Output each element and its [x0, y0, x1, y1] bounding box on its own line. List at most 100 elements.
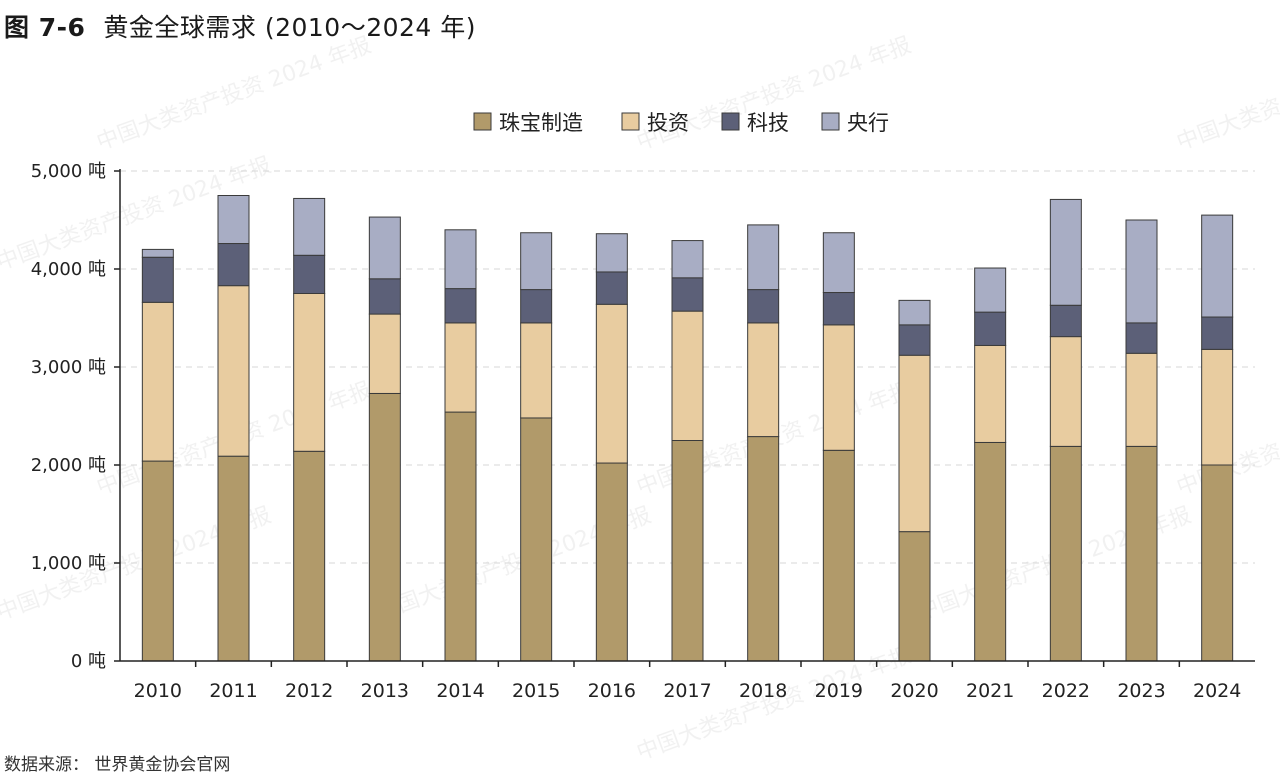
bar-jewelry: [217, 455, 250, 662]
bar-central-bank: [1049, 198, 1082, 306]
axes: 0 吨 1,000 吨 2,000 吨 3,000 吨 4,000 吨 5,000 吨 20…: [31, 161, 1255, 702]
watermark-text: 中国大类资产投资 2024 年报: [634, 33, 915, 156]
x-tick-label: 2020: [890, 680, 938, 702]
bar-tech: [293, 254, 326, 294]
bar-central-bank: [1125, 219, 1158, 324]
x-tick-label: 2013: [361, 680, 409, 702]
bar-jewelry: [1201, 464, 1234, 662]
bar-central-bank: [747, 224, 780, 291]
bar-tech: [217, 243, 250, 287]
x-tick-label: 2016: [588, 680, 636, 702]
bar-jewelry: [822, 449, 855, 662]
bar-investment: [1049, 336, 1082, 447]
x-tick-label: 2023: [1117, 680, 1165, 702]
bar-investment: [974, 344, 1007, 443]
bar-tech: [368, 278, 401, 315]
bar-central-bank: [595, 233, 628, 273]
bars: [141, 195, 1234, 662]
bar-central-bank: [974, 267, 1007, 313]
figure-title-text: 黄金全球需求 (2010～2024 年): [103, 13, 477, 42]
bar-central-bank: [520, 232, 553, 291]
x-tick-label: 2015: [512, 680, 560, 702]
legend-swatch-investment: [621, 112, 640, 131]
bar-investment: [293, 293, 326, 452]
bar-investment: [368, 313, 401, 394]
legend-label: 科技: [747, 111, 789, 135]
bar-investment: [747, 322, 780, 438]
bar-tech: [974, 311, 1007, 346]
y-tick-label: 2,000 吨: [31, 455, 106, 476]
x-tick-label: 2017: [663, 680, 711, 702]
bar-investment: [822, 324, 855, 451]
bar-central-bank: [444, 229, 477, 290]
x-tick-label: 2014: [436, 680, 484, 702]
bar-tech: [141, 256, 174, 303]
watermark-text: 中国大类资产投资 2024 年报: [1174, 33, 1280, 156]
bar-tech: [1125, 322, 1158, 354]
bar-investment: [520, 322, 553, 419]
bar-tech: [595, 271, 628, 305]
bar-investment: [1125, 352, 1158, 447]
bar-investment: [141, 301, 174, 462]
bar-investment: [1201, 348, 1234, 466]
y-tick-label: 3,000 吨: [31, 357, 106, 378]
bar-central-bank: [141, 248, 174, 258]
legend-label: 央行: [847, 111, 889, 135]
bar-tech: [520, 289, 553, 324]
bar-jewelry: [1125, 445, 1158, 662]
bar-central-bank: [898, 299, 931, 326]
legend-label: 投资: [647, 111, 689, 135]
bar-investment: [671, 310, 704, 442]
bar-central-bank: [1201, 214, 1234, 318]
bar-investment: [444, 322, 477, 413]
bar-jewelry: [1049, 445, 1082, 662]
bar-tech: [822, 292, 855, 326]
bar-jewelry: [747, 436, 780, 662]
bar-jewelry: [520, 417, 553, 662]
legend-swatch-jewelry: [473, 112, 492, 131]
x-tick-label: 2021: [966, 680, 1014, 702]
x-tick-label: 2018: [739, 680, 787, 702]
data-source: 数据来源： 世界黄金协会官网: [4, 755, 231, 775]
bar-tech: [444, 288, 477, 324]
bar-tech: [1201, 316, 1234, 350]
x-tick-label: 2022: [1042, 680, 1090, 702]
y-tick-label: 1,000 吨: [31, 553, 106, 574]
watermark-layer: 中国大类资产投资 2024 年报 中国大类资产投资 2024 年报 中国大类资产投资…: [0, 33, 1280, 766]
bar-jewelry: [368, 392, 401, 662]
x-tick-label: 2011: [209, 680, 257, 702]
bar-central-bank: [822, 232, 855, 294]
bar-central-bank: [217, 195, 250, 245]
legend: 珠宝制造 投资 科技 央行: [473, 111, 889, 135]
chart-title: 图 7-6 黄金全球需求 (2010～2024 年): [4, 8, 476, 44]
bar-investment: [217, 285, 250, 457]
bar-jewelry: [293, 450, 326, 662]
legend-swatch-central-bank: [821, 112, 840, 131]
bar-jewelry: [141, 460, 174, 662]
bar-central-bank: [671, 240, 704, 279]
bar-jewelry: [974, 441, 1007, 662]
bar-jewelry: [595, 462, 628, 662]
y-tick-label: 5,000 吨: [31, 161, 106, 182]
bar-jewelry: [671, 440, 704, 662]
bar-tech: [671, 277, 704, 312]
x-tick-label: 2019: [815, 680, 863, 702]
bar-investment: [898, 354, 931, 533]
bar-tech: [898, 324, 931, 356]
bar-jewelry: [898, 531, 931, 662]
legend-swatch-tech: [721, 112, 740, 131]
bar-tech: [1049, 304, 1082, 338]
watermark-text: 中国大类资产投资 2024 年报: [94, 33, 375, 156]
bar-central-bank: [368, 216, 401, 280]
bar-central-bank: [293, 197, 326, 256]
y-tick-label: 4,000 吨: [31, 259, 106, 280]
bar-tech: [747, 289, 780, 324]
bar-investment: [595, 303, 628, 464]
x-tick-label: 2024: [1193, 680, 1241, 702]
legend-label: 珠宝制造: [499, 111, 583, 135]
figure-number: 图 7-6: [4, 13, 86, 42]
x-tick-label: 2012: [285, 680, 333, 702]
x-tick-label: 2010: [134, 680, 182, 702]
y-tick-label: 0 吨: [71, 651, 106, 672]
